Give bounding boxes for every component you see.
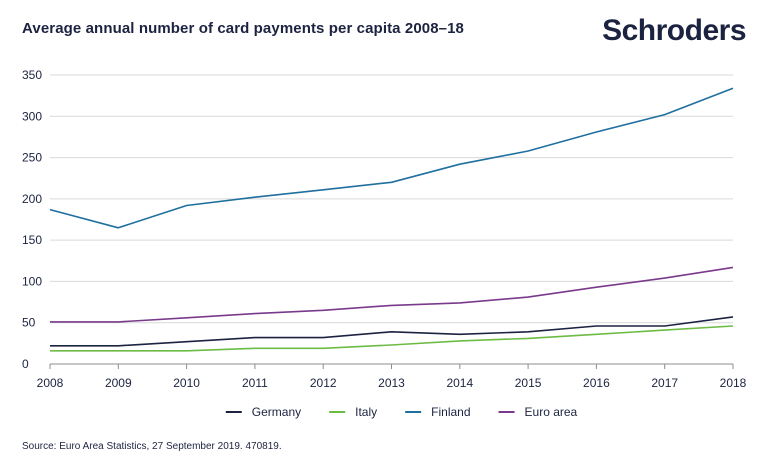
y-tick-label-300: 300 [22,109,42,123]
y-tick-label-250: 250 [22,151,42,165]
legend: Germany Italy Finland Euro area [225,405,578,419]
schroders-logo: Schroders [602,14,746,47]
x-tick-label-2009: 2009 [105,376,132,390]
y-tick-label-350: 350 [22,68,42,82]
axes: 0 50 100 150 200 250 300 350 2008 2009 2010 2011 201… [22,68,747,390]
x-tick-label-2013: 2013 [378,376,405,390]
source-note: Source: Euro Area Statistics, 27 Septemb… [22,441,282,452]
series-line-euro-area [50,266,734,323]
x-tick-label-2015: 2015 [515,376,542,390]
legend-label-finland: Finland [431,405,470,419]
legend-label-euro-area: Euro area [525,405,578,419]
y-tick-label-0: 0 [22,357,29,371]
series-line-finland [49,87,734,229]
x-tick-label-2016: 2016 [583,376,610,390]
x-tick-label-2010: 2010 [173,376,200,390]
series-lines [49,87,734,352]
x-tick-label-2008: 2008 [37,376,64,390]
legend-label-germany: Germany [252,405,301,419]
legend-item-italy: Italy [329,405,377,419]
legend-item-finland: Finland [405,405,471,419]
x-tick-label-2014: 2014 [446,376,473,390]
x-tick-label-2011: 2011 [242,376,268,390]
grid-lines [50,74,733,324]
chart-title: Average annual number of card payments p… [22,20,464,37]
legend-item-euro-area: Euro area [498,405,578,419]
y-tick-label-150: 150 [22,233,42,247]
series-line-germany [50,316,734,347]
y-tick-label-200: 200 [22,192,42,206]
legend-item-germany: Germany [225,405,301,419]
x-tick-label-2018: 2018 [720,376,747,390]
x-tick-label-2012: 2012 [310,376,337,390]
y-tick-label-50: 50 [22,316,36,330]
legend-label-italy: Italy [355,405,377,419]
series-line-italy [50,325,734,352]
x-tick-label-2017: 2017 [651,376,678,390]
y-tick-label-100: 100 [22,274,42,288]
